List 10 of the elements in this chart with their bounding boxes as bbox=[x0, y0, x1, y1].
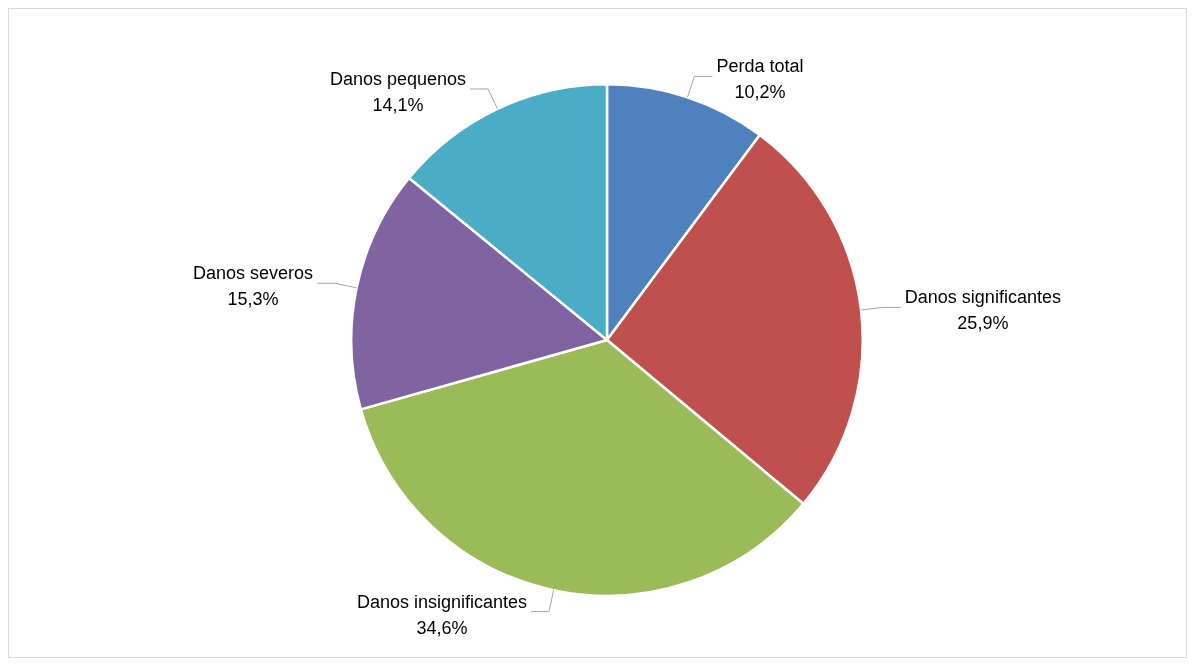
slice-label: Perda total bbox=[716, 56, 804, 77]
slice-label: Danos insignificantes bbox=[356, 591, 528, 612]
data-label: 34,6% bbox=[416, 617, 468, 638]
data-label: 14,1% bbox=[372, 94, 424, 115]
slice-label: Danos severos bbox=[193, 263, 314, 284]
slice-label: Danos significantes bbox=[904, 287, 1061, 308]
data-label: 10,2% bbox=[734, 82, 786, 103]
slice-label: Danos pequenos bbox=[329, 68, 467, 89]
data-label: 25,9% bbox=[957, 313, 1009, 334]
data-label: 15,3% bbox=[227, 289, 279, 310]
